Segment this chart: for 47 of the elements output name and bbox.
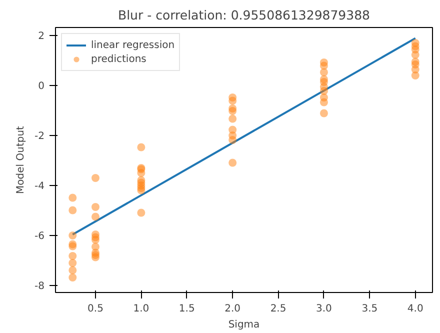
point — [68, 259, 77, 267]
point — [68, 252, 77, 260]
point — [91, 253, 100, 262]
point — [411, 50, 420, 59]
point — [320, 68, 328, 76]
point — [411, 72, 420, 80]
x-tick-label: 3.5 — [362, 304, 378, 314]
point — [91, 174, 100, 182]
point — [320, 98, 328, 106]
point — [68, 274, 77, 282]
legend-label: linear regression — [91, 38, 175, 52]
point — [91, 212, 100, 221]
chart-title: Blur - correlation: 0.9550861329879388 — [118, 8, 370, 22]
point — [91, 203, 100, 211]
point — [137, 169, 146, 177]
x-tick-label: 0.5 — [88, 304, 104, 314]
point — [320, 62, 328, 70]
legend-label: predictions — [91, 52, 146, 66]
point — [320, 109, 328, 118]
y-axis-title: Model Output — [16, 126, 27, 194]
x-axis-title: Sigma — [228, 320, 260, 330]
x-tick-label: 2.0 — [224, 304, 241, 314]
point — [68, 232, 77, 240]
x-tick-label: 1.0 — [133, 304, 150, 314]
point — [91, 236, 100, 244]
x-tick-label: 2.5 — [270, 304, 286, 314]
point — [137, 208, 146, 217]
point — [228, 107, 237, 115]
point — [68, 206, 77, 214]
x-tick-label: 1.5 — [178, 304, 195, 314]
point — [320, 87, 328, 95]
x-tick-label: 4.0 — [407, 304, 424, 314]
y-tick-label: 2 — [38, 31, 45, 42]
point — [228, 158, 237, 167]
point — [137, 143, 146, 152]
y-tick-label: 0 — [38, 81, 45, 92]
y-tick-label: -8 — [34, 281, 45, 292]
y-tick-label: -4 — [34, 181, 45, 192]
point — [228, 114, 237, 123]
point — [228, 96, 237, 105]
point — [68, 194, 77, 202]
point — [68, 266, 77, 274]
y-tick-label: -6 — [34, 231, 45, 242]
x-tick-label: 3.0 — [316, 304, 332, 314]
point — [228, 136, 237, 144]
point — [137, 186, 146, 194]
y-tick-label: -2 — [34, 131, 45, 142]
